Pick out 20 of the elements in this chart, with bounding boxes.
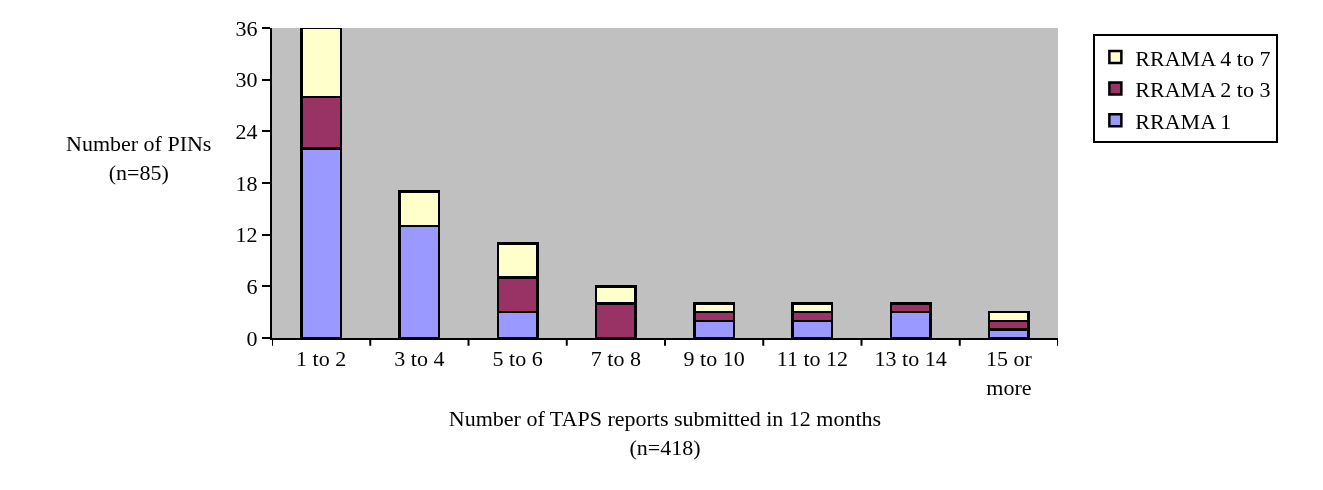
y-tick-label: 0	[246, 325, 258, 351]
legend-label: RRAMA 4 to 7	[1135, 45, 1271, 71]
x-axis-title: Number of TAPS reports submitted in 12 months (n=418)	[448, 406, 882, 460]
y-tick-label: 24	[235, 119, 258, 145]
y-tick-label: 6	[246, 274, 258, 300]
y-tick-label: 18	[235, 170, 258, 196]
x-tick-label: 15 or more	[985, 346, 1033, 400]
x-tick-label: 1 to 2	[296, 346, 347, 372]
y-tick-label: 36	[235, 15, 258, 41]
x-tick-label: 11 to 12	[776, 346, 849, 372]
x-tick-label: 9 to 10	[683, 346, 745, 372]
y-tick-label: 12	[235, 222, 258, 248]
x-tick-label: 3 to 4	[394, 346, 445, 372]
x-tick-label: 7 to 8	[590, 346, 641, 372]
y-tick-label: 30	[235, 67, 258, 93]
x-tick-label: 13 to 14	[874, 346, 947, 372]
legend-label: RRAMA 1	[1135, 108, 1232, 134]
legend-label: RRAMA 2 to 3	[1135, 77, 1271, 103]
y-axis-title: Number of PINs (n=85)	[66, 131, 212, 185]
x-tick-label: 5 to 6	[492, 346, 543, 372]
